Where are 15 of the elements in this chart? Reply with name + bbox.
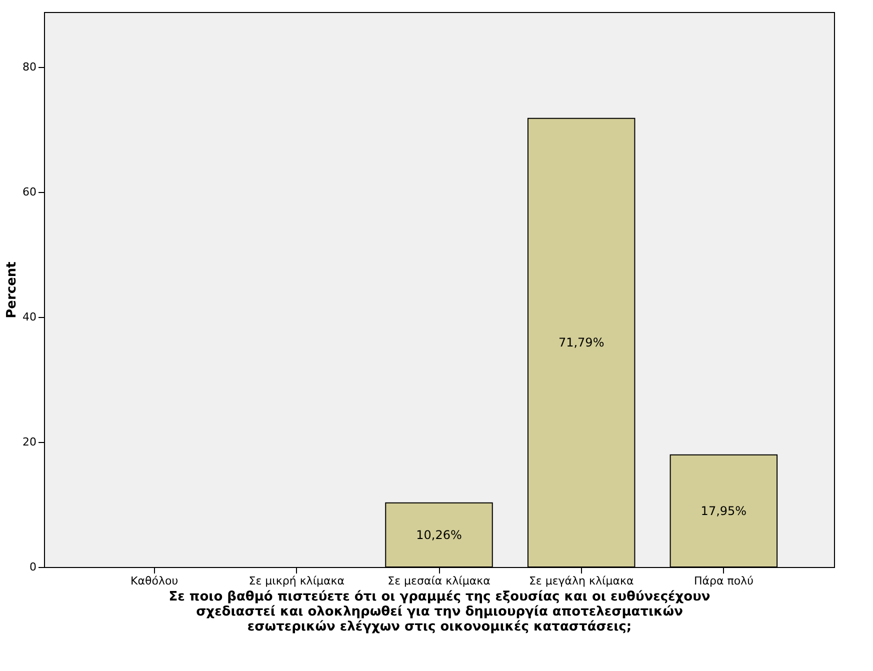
y-tick-label: 80 (22, 60, 36, 74)
x-tick-label: Σε μεγάλη κλίμακα (528, 574, 634, 588)
x-tick-label: Σε μικρή κλίμακα (248, 574, 345, 588)
y-tick-label: 20 (22, 436, 36, 448)
data-label: 17,95% (700, 504, 747, 518)
x-tick-label: Καθόλου (130, 574, 178, 588)
data-label: 71,79% (558, 336, 604, 350)
y-tick-label: 0 (30, 560, 36, 574)
x-tick-label: Σε μεσαία κλίμακα (388, 574, 490, 588)
x-axis-title: Σε ποιο βαθμό πιστεύετε ότι οι γραμμές της εξουσίας και οι ευθύνεςέχουν σχεδιαστεί και ολοκληρωθεί για την δημιουργία αποτελεσματικών εσωτερικών ελέγχων στις οικονομικές καταστάσεις; (168, 590, 710, 634)
y-axis-title: Percent (4, 262, 20, 318)
y-tick-label: 40 (22, 310, 36, 324)
x-tick-label: Πάρα πολύ (694, 574, 754, 588)
y-tick-label: 60 (22, 186, 36, 198)
data-label: 10,26% (416, 528, 462, 542)
